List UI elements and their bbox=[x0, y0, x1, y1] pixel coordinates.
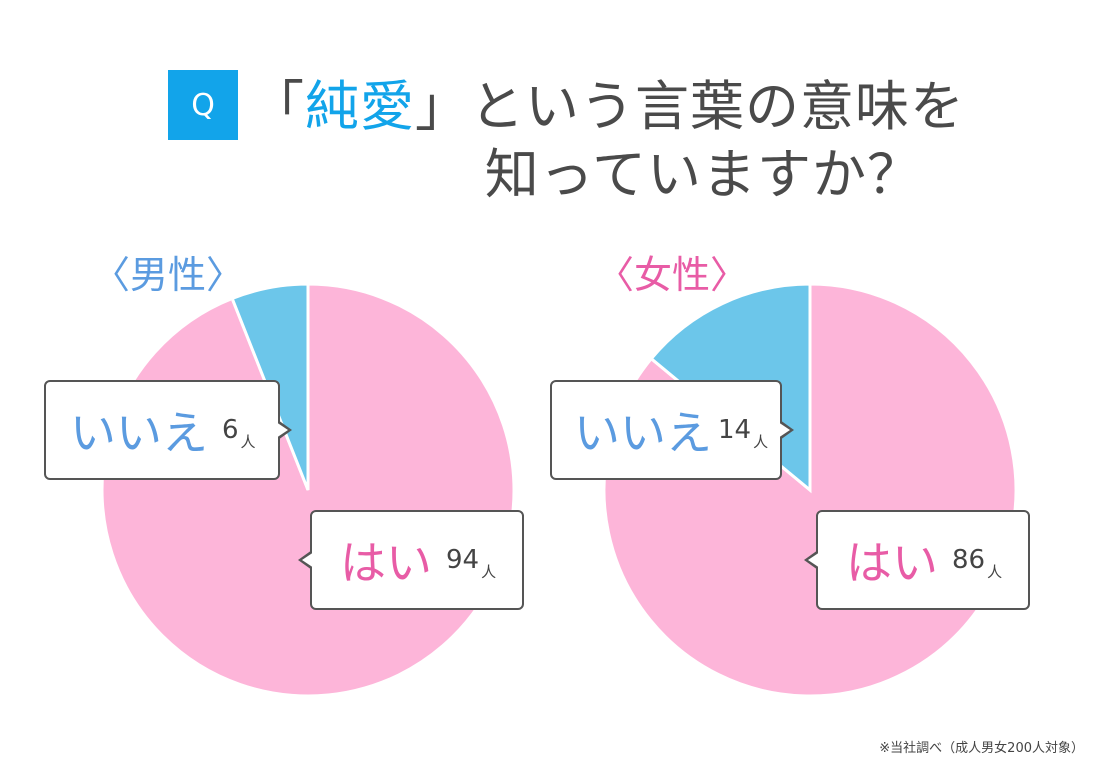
title-close-bracket: 」 bbox=[415, 75, 470, 138]
title-open-bracket: 「 bbox=[250, 75, 305, 138]
female-yes-label: はい bbox=[846, 536, 938, 590]
callout-pointer bbox=[276, 420, 292, 440]
title-rest: という言葉の意味を bbox=[470, 75, 965, 138]
female-no-callout: いいえ 14 人 bbox=[550, 380, 794, 480]
female-yes-unit: 人 bbox=[987, 563, 1003, 581]
male-pie-chart bbox=[100, 282, 516, 698]
question-title-line1: 「純愛」という言葉の意味を bbox=[250, 62, 965, 141]
male-no-label: いいえ bbox=[70, 406, 208, 460]
callout-pointer bbox=[298, 550, 314, 570]
male-yes-value: 94 bbox=[446, 545, 480, 575]
male-yes-label: はい bbox=[340, 536, 432, 590]
male-no-value: 6 bbox=[222, 415, 239, 445]
female-yes-callout: はい 86 人 bbox=[804, 510, 1030, 610]
question-title-line2: 知っていますか？ bbox=[484, 143, 922, 206]
male-no-unit: 人 bbox=[240, 433, 256, 451]
female-pie-chart bbox=[602, 282, 1018, 698]
survey-footnote: ※当社調べ（成人男女200人対象） bbox=[879, 741, 1084, 756]
male-yes-callout: はい 94 人 bbox=[298, 510, 524, 610]
female-group-label: 〈女性〉 bbox=[596, 253, 749, 297]
callout-pointer bbox=[778, 420, 794, 440]
female-no-unit: 人 bbox=[753, 433, 769, 451]
female-no-value: 14 bbox=[718, 415, 752, 445]
male-no-callout: いいえ 6 人 bbox=[44, 380, 292, 480]
title-keyword: 純愛 bbox=[305, 75, 415, 138]
question-badge: Q bbox=[168, 70, 238, 140]
female-yes-value: 86 bbox=[952, 545, 986, 575]
callout-pointer bbox=[804, 550, 820, 570]
female-no-label: いいえ bbox=[574, 406, 712, 460]
male-yes-unit: 人 bbox=[481, 563, 497, 581]
male-group-label: 〈男性〉 bbox=[92, 253, 245, 297]
